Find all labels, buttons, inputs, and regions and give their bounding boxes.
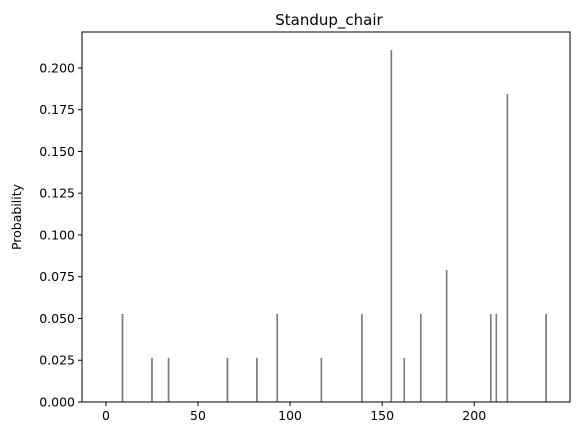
bar-x-162 xyxy=(403,357,406,403)
x-tick-label: 150 xyxy=(370,408,394,423)
x-tick-label: 100 xyxy=(278,408,302,423)
bar-x-34 xyxy=(167,357,170,403)
bar-x-139 xyxy=(361,313,363,403)
y-tick-label: 0.025 xyxy=(39,353,75,368)
x-tick-label: 50 xyxy=(190,408,206,423)
bar-x-25 xyxy=(151,357,153,403)
bar-x-66 xyxy=(226,357,229,403)
bar-x-212 xyxy=(495,313,498,403)
y-tick-label: 0.050 xyxy=(39,311,75,326)
y-tick-label: 0.200 xyxy=(39,60,75,75)
bar-x-9 xyxy=(121,313,124,403)
y-tick-label: 0.000 xyxy=(39,395,75,410)
bars-group xyxy=(121,50,547,403)
plot-frame xyxy=(81,31,571,403)
chart-title: Standup_chair xyxy=(275,11,383,30)
bar-x-218 xyxy=(506,94,509,403)
y-tick-label: 0.150 xyxy=(39,144,75,159)
x-tick-label: 0 xyxy=(102,408,110,423)
y-tick-label: 0.175 xyxy=(39,102,75,117)
y-axis-ticks: 0.000 0.025 0.050 0.075 0.100 0.125 0.150 0.175… xyxy=(39,60,82,410)
y-tick-label: 0.075 xyxy=(39,269,75,284)
y-tick-label: 0.100 xyxy=(39,227,75,242)
bar-x-239 xyxy=(545,313,547,403)
x-axis-ticks: 0 50 100 150 200 xyxy=(102,402,486,423)
bar-x-185 xyxy=(445,270,448,403)
x-tick-label: 200 xyxy=(462,408,486,423)
bar-x-171 xyxy=(420,313,422,403)
bar-x-155 xyxy=(390,50,393,403)
y-tick-label: 0.125 xyxy=(39,186,75,201)
bar-x-82 xyxy=(256,357,258,403)
bar-x-117 xyxy=(320,357,323,403)
y-axis-label: Probability xyxy=(9,183,24,250)
bar-x-209 xyxy=(490,313,492,403)
bar-x-93 xyxy=(276,313,278,403)
